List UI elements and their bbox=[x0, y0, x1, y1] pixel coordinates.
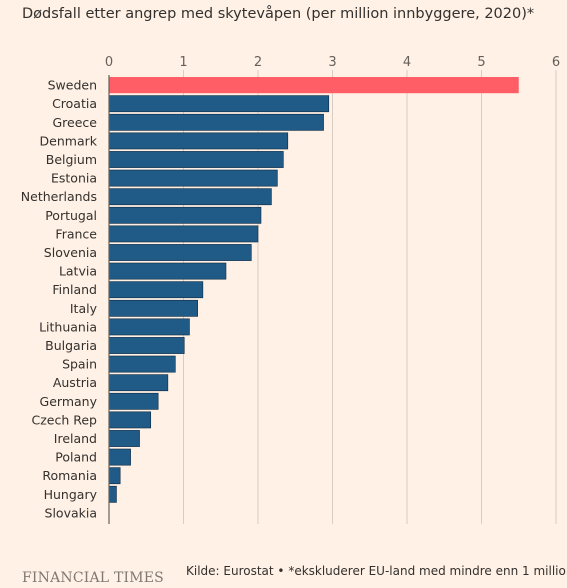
bar-ireland bbox=[108, 430, 140, 447]
source-note: Kilde: Eurostat • *ekskluderer EU-land m… bbox=[186, 564, 567, 578]
bar-sweden bbox=[109, 77, 519, 94]
category-label: Ireland bbox=[54, 431, 97, 446]
bar-latvia bbox=[108, 262, 227, 280]
category-label: Hungary bbox=[44, 487, 98, 502]
bar-netherlands bbox=[108, 188, 272, 206]
bar-lithuania bbox=[108, 318, 190, 336]
category-label: Estonia bbox=[51, 171, 97, 186]
bars bbox=[108, 77, 519, 503]
x-tick-label: 2 bbox=[254, 55, 262, 70]
category-label: Sweden bbox=[48, 78, 97, 93]
category-label: Bulgaria bbox=[45, 338, 97, 353]
bar-austria bbox=[108, 374, 169, 392]
category-label: Belgium bbox=[46, 152, 97, 167]
bar-france bbox=[108, 225, 259, 243]
category-label: Austria bbox=[53, 375, 97, 390]
category-label: Croatia bbox=[52, 96, 97, 111]
bar-czech-rep bbox=[108, 411, 152, 429]
bar-germany bbox=[108, 392, 159, 410]
category-label: Finland bbox=[52, 282, 97, 297]
category-label: Lithuania bbox=[39, 319, 97, 334]
chart-title: Dødsfall etter angrep med skytevåpen (pe… bbox=[22, 6, 535, 22]
bar-poland bbox=[108, 448, 131, 466]
bar-bulgaria bbox=[108, 337, 185, 354]
category-label: Netherlands bbox=[21, 189, 97, 204]
ft-logo: FINANCIAL TIMES bbox=[22, 570, 164, 586]
bar-denmark bbox=[108, 132, 289, 150]
category-labels: Sweden Croatia Greece Denmark Belgium Estonia… bbox=[21, 78, 98, 521]
category-label: Slovakia bbox=[45, 505, 97, 520]
x-tick-label: 5 bbox=[477, 55, 485, 70]
bar-hungary bbox=[108, 485, 117, 503]
bar-portugal bbox=[108, 206, 262, 224]
bar-italy bbox=[108, 299, 198, 317]
x-axis-tick-labels: 0 1 2 3 4 5 6 bbox=[105, 55, 560, 70]
x-tick-label: 0 bbox=[105, 55, 113, 70]
category-label: Portugal bbox=[45, 208, 97, 223]
category-label: Slovenia bbox=[44, 245, 97, 260]
bar-romania bbox=[108, 467, 121, 485]
bar-greece bbox=[108, 113, 324, 131]
bar-spain bbox=[108, 355, 176, 373]
bar-slovenia bbox=[108, 244, 252, 261]
category-label: Latvia bbox=[59, 264, 97, 279]
bar-croatia bbox=[108, 95, 330, 113]
category-label: Czech Rep bbox=[32, 412, 98, 427]
category-label: Spain bbox=[62, 357, 97, 372]
category-label: Greece bbox=[53, 115, 98, 130]
category-label: Denmark bbox=[40, 133, 98, 148]
x-tick-label: 1 bbox=[179, 55, 187, 70]
bar-estonia bbox=[108, 169, 278, 187]
bar-belgium bbox=[108, 151, 284, 168]
bar-chart: 0 1 2 3 4 5 6 Sweden Croatia Greece Denmark Belgiu… bbox=[21, 55, 560, 524]
category-label: Germany bbox=[40, 394, 98, 409]
x-tick-label: 4 bbox=[403, 55, 411, 70]
category-label: France bbox=[55, 226, 97, 241]
x-tick-label: 3 bbox=[328, 55, 336, 70]
category-label: Romania bbox=[42, 468, 97, 483]
x-tick-label: 6 bbox=[552, 55, 560, 70]
category-label: Poland bbox=[55, 450, 97, 465]
bar-finland bbox=[108, 281, 204, 299]
category-label: Italy bbox=[70, 301, 98, 316]
